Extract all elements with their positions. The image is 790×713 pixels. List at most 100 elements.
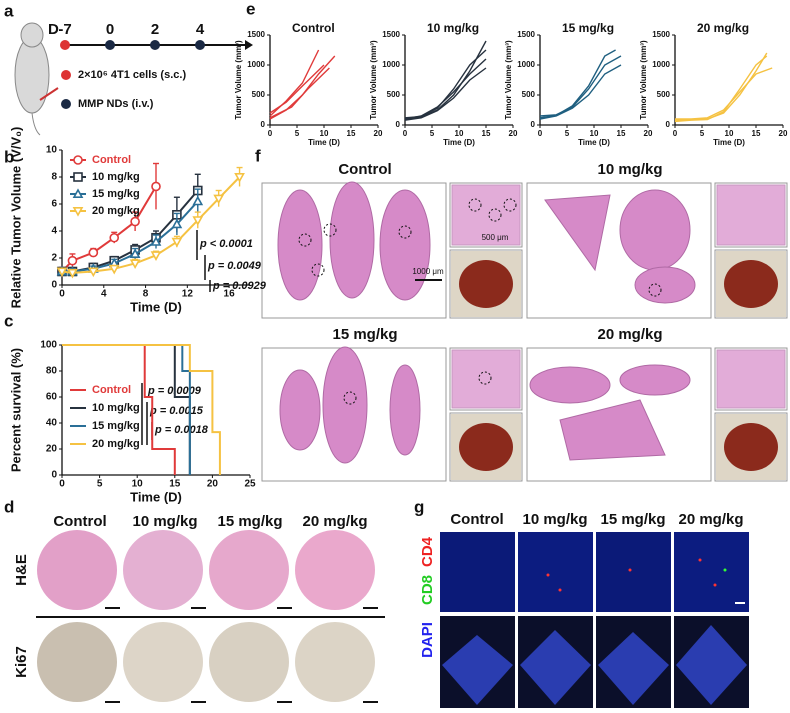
y-tick-label: 1500 [652,30,670,39]
series-line [539,55,622,117]
series-line [675,67,773,120]
marker [72,207,84,217]
series-line [269,55,336,120]
x-axis-label: Time (D) [130,489,182,504]
x-tick-label: 5 [295,129,300,138]
y-tick-label: 500 [387,90,401,99]
x-tick-label: 12 [182,289,194,300]
channel-label: CD8 [419,575,436,605]
y-axis-label: Relative Tumor Volume (V/V₀) [8,127,23,309]
marker [87,267,99,278]
legend-label: 15 mg/kg [92,420,140,432]
lung-sections [277,181,786,464]
x-axis-label: Time (D) [443,138,475,147]
series-line [674,52,768,121]
marker [56,267,68,278]
group-label: Control [338,161,391,178]
y-tick-label: 0 [51,280,57,291]
marker [192,195,204,206]
x-tick-label: 16 [224,289,236,300]
y-axis-label: Tumor Volume (mm³) [369,40,378,120]
x-tick-label: 10 [455,129,464,138]
series-line [269,49,320,117]
y-tick-label: 1500 [382,30,400,39]
y-axis-label: Tumor Volume (mm³) [504,40,513,120]
marker [213,194,225,205]
y-tick-label: 2 [51,253,57,264]
column-label: Control [450,511,503,528]
x-tick-label: 20 [779,129,788,138]
p-value: p = 0.0015 [149,405,204,417]
y-axis-label: Tumor Volume (mm³) [639,40,648,120]
y-tick-label: 100 [40,340,57,351]
series-line [61,176,241,274]
day-label: D [48,21,59,38]
x-tick-label: 5 [97,479,103,490]
series-line [404,67,487,121]
marker [130,216,140,227]
marker [73,172,83,182]
series-line [404,58,487,120]
legend-text: 2×10⁶ 4T1 cells (s.c.) [78,69,186,81]
group-label: 20 mg/kg [597,326,662,343]
y-tick-label: 80 [46,366,58,377]
legend-label: Control [92,384,131,396]
panel-letter: e [246,0,255,18]
scale-bar-label: 500 μm [482,233,509,242]
column-label: 15 mg/kg [217,513,282,530]
row-label: Ki67 [13,646,30,678]
marker [73,155,83,165]
y-tick-label: 1500 [247,30,265,39]
y-tick-label: 1000 [652,60,670,69]
group-label: 15 mg/kg [332,326,397,343]
x-tick-label: 5 [430,129,435,138]
panel-letter: c [4,311,13,330]
marker [151,181,161,192]
timeline-dot [105,40,115,50]
y-axis-label: Percent survival (%) [8,348,23,472]
x-tick-label: 5 [565,129,570,138]
marker [171,237,183,248]
legend-label: 10 mg/kg [92,171,140,183]
column-label: 15 mg/kg [600,511,665,528]
day: 0 [106,21,114,38]
series-line [674,55,768,123]
series-line [62,344,221,475]
panel-letter: b [4,147,14,166]
y-tick-label: 500 [657,90,671,99]
day: -7 [58,21,71,38]
x-tick-label: 10 [132,479,144,490]
x-tick-label: 0 [403,129,408,138]
marker [150,251,162,261]
series-line [539,64,622,120]
marker [88,247,99,258]
y-axis-label: Tumor Volume (mm³) [234,40,243,120]
chart-title: 20 mg/kg [697,21,749,35]
legend-label: Control [92,154,131,166]
channel-label: CD4 [419,536,436,567]
y-tick-label: 0 [261,120,266,129]
marker [150,236,162,246]
panel-letter: g [414,497,424,516]
whole-lung-photos [451,251,786,480]
y-tick-label: 40 [46,418,58,429]
y-tick-label: 1500 [517,30,535,39]
x-tick-label: 15 [482,129,491,138]
timeline-dot [60,40,70,50]
timeline-arrow [245,40,253,50]
legend-label: 20 mg/kg [92,438,140,450]
marker [171,218,183,229]
x-tick-label: 0 [673,129,678,138]
p-value: p = 0.0018 [154,424,209,436]
column-label: Control [53,513,106,530]
y-tick-label: 1000 [517,60,535,69]
y-tick-label: 8 [51,172,57,183]
series-line [269,64,325,114]
channel-label: DAPI [419,622,436,658]
day: 2 [151,21,159,38]
legend-dot [61,70,71,80]
y-tick-label: 500 [522,90,536,99]
row-label: H&E [13,554,30,586]
marker [108,264,120,275]
